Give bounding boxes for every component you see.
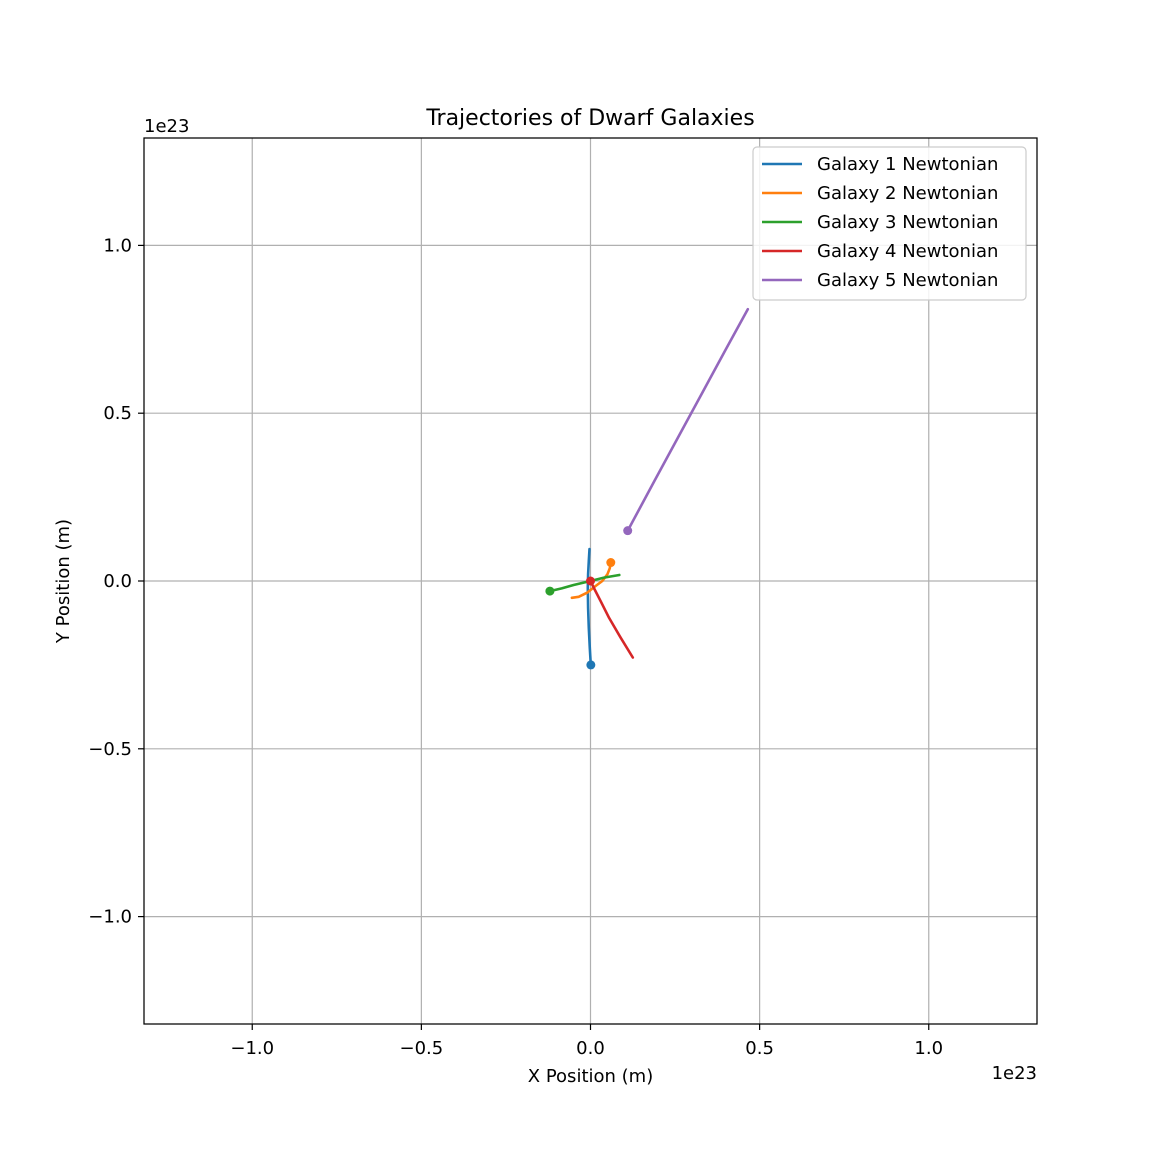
x-tick-label: 1.0 xyxy=(914,1038,943,1059)
series-line-galaxy-1 xyxy=(586,547,593,667)
axis-ticks: −1.0 −0.5 0.0 0.5 1.0 −1.0 −0.5 0.0 0.5 1.0 xyxy=(88,235,943,1059)
series-line-galaxy-2 xyxy=(570,561,613,600)
series-group xyxy=(545,307,750,670)
y-tick-label: −1.0 xyxy=(88,907,132,928)
x-axis-offset-label: 1e23 xyxy=(992,1063,1037,1084)
x-tick-label: 0.5 xyxy=(745,1038,774,1059)
series-end-marker-galaxy-2 xyxy=(606,558,616,568)
y-tick-label: −0.5 xyxy=(88,739,132,760)
x-axis-label: X Position (m) xyxy=(528,1066,653,1087)
x-tick-label: −0.5 xyxy=(400,1038,444,1059)
series-end-marker-galaxy-4 xyxy=(586,576,595,586)
series-end-marker-galaxy-5 xyxy=(623,526,633,536)
legend-label: Galaxy 2 Newtonian xyxy=(817,183,998,204)
legend-box xyxy=(752,146,1027,301)
x-tick-label: 0.0 xyxy=(576,1038,605,1059)
series-line-galaxy-5 xyxy=(626,307,750,533)
series-line-galaxy-4 xyxy=(589,579,635,659)
y-axis-offset-label: 1e23 xyxy=(144,116,189,137)
y-tick-label: 1.0 xyxy=(103,235,132,256)
legend: Galaxy 1 Newtonian Galaxy 2 Newtonian Gala… xyxy=(752,146,1027,301)
series-end-marker-galaxy-1 xyxy=(586,660,596,670)
legend-label: Galaxy 1 Newtonian xyxy=(817,154,998,175)
y-tick-label: 0.5 xyxy=(103,403,132,424)
chart-title: Trajectories of Dwarf Galaxies xyxy=(425,106,754,131)
y-tick-label: 0.0 xyxy=(103,571,132,592)
legend-label: Galaxy 4 Newtonian xyxy=(817,241,998,262)
series-line-galaxy-3 xyxy=(548,573,621,593)
legend-label: Galaxy 3 Newtonian xyxy=(817,212,998,233)
legend-label: Galaxy 5 Newtonian xyxy=(817,270,998,291)
series-end-marker-galaxy-3 xyxy=(545,586,555,596)
y-axis-label: Y Position (m) xyxy=(53,519,74,644)
x-tick-label: −1.0 xyxy=(230,1038,274,1059)
